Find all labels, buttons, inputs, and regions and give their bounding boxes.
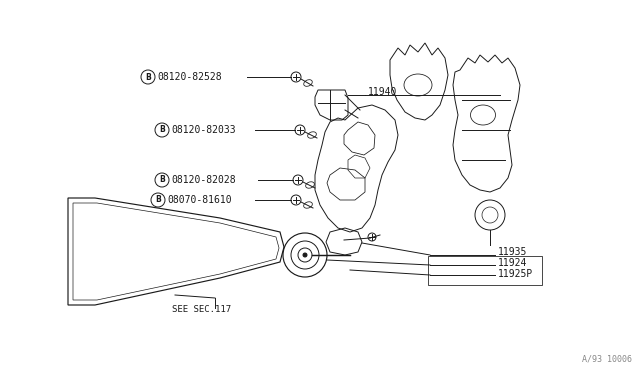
Text: 11940: 11940 <box>368 87 397 97</box>
Text: 08120-82528: 08120-82528 <box>157 72 221 82</box>
Text: 08070-81610: 08070-81610 <box>167 195 232 205</box>
Circle shape <box>303 253 307 257</box>
Text: A/93 10006: A/93 10006 <box>582 355 632 364</box>
Text: B: B <box>155 196 161 205</box>
Text: 08120-82028: 08120-82028 <box>171 175 236 185</box>
Text: SEE SEC.117: SEE SEC.117 <box>172 305 231 314</box>
Text: 08120-82033: 08120-82033 <box>171 125 236 135</box>
Text: 11924: 11924 <box>498 258 527 268</box>
Text: 11935: 11935 <box>498 247 527 257</box>
Text: B: B <box>159 125 165 135</box>
Text: B: B <box>145 73 151 81</box>
Text: 11925P: 11925P <box>498 269 533 279</box>
Text: B: B <box>159 176 165 185</box>
